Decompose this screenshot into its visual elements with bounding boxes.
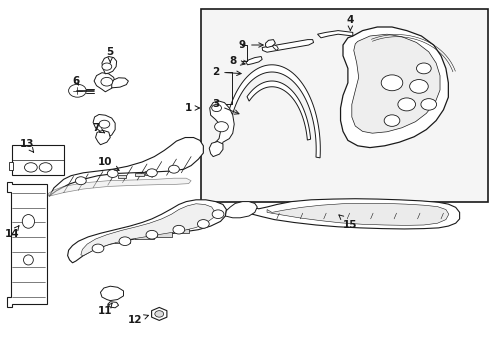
Polygon shape	[246, 57, 262, 65]
Circle shape	[102, 63, 112, 70]
Polygon shape	[96, 130, 110, 145]
Polygon shape	[352, 34, 440, 133]
Circle shape	[421, 99, 437, 110]
Circle shape	[69, 84, 86, 97]
Text: 2: 2	[212, 67, 241, 77]
Bar	[135, 173, 144, 176]
Circle shape	[146, 230, 158, 239]
Circle shape	[39, 163, 52, 172]
Polygon shape	[48, 178, 191, 196]
Text: 10: 10	[98, 157, 119, 170]
Circle shape	[384, 115, 400, 126]
Polygon shape	[262, 40, 314, 52]
Bar	[12, 145, 64, 175]
Text: 5: 5	[107, 47, 114, 63]
Circle shape	[381, 75, 403, 91]
Bar	[115, 238, 130, 243]
Ellipse shape	[24, 255, 33, 265]
Text: 13: 13	[20, 139, 34, 152]
Polygon shape	[225, 202, 257, 218]
Circle shape	[416, 63, 431, 74]
Polygon shape	[102, 57, 117, 74]
Text: 15: 15	[339, 215, 358, 230]
Text: 3: 3	[212, 99, 239, 114]
Circle shape	[398, 98, 416, 111]
Bar	[9, 162, 13, 170]
Text: 9: 9	[239, 40, 263, 50]
Text: 11: 11	[98, 303, 113, 316]
Circle shape	[99, 120, 110, 128]
Polygon shape	[247, 81, 311, 140]
Polygon shape	[7, 182, 47, 307]
Circle shape	[197, 220, 209, 228]
Polygon shape	[266, 40, 275, 48]
Circle shape	[212, 210, 224, 219]
Polygon shape	[112, 78, 128, 88]
Text: 14: 14	[5, 226, 20, 239]
Circle shape	[119, 237, 131, 246]
Polygon shape	[210, 101, 234, 149]
Polygon shape	[267, 203, 449, 225]
Circle shape	[155, 311, 164, 317]
Polygon shape	[209, 141, 223, 157]
Circle shape	[101, 77, 113, 86]
Ellipse shape	[23, 215, 34, 228]
Polygon shape	[81, 204, 215, 256]
Text: 4: 4	[346, 15, 354, 31]
Bar	[118, 175, 126, 178]
Circle shape	[107, 170, 118, 177]
Bar	[157, 231, 172, 237]
Polygon shape	[68, 200, 226, 263]
Text: 1: 1	[185, 103, 199, 113]
Circle shape	[410, 80, 428, 93]
Bar	[145, 171, 153, 175]
Polygon shape	[94, 73, 115, 92]
Polygon shape	[341, 27, 448, 148]
Bar	[135, 234, 154, 239]
Text: 12: 12	[127, 315, 148, 325]
Circle shape	[92, 244, 104, 253]
Circle shape	[173, 225, 185, 234]
Polygon shape	[243, 199, 460, 229]
Circle shape	[215, 122, 228, 132]
Circle shape	[75, 177, 86, 185]
Polygon shape	[108, 302, 119, 308]
Circle shape	[212, 104, 221, 112]
Circle shape	[24, 163, 37, 172]
Polygon shape	[151, 307, 167, 320]
Text: 7: 7	[92, 123, 105, 133]
Polygon shape	[100, 286, 123, 301]
Polygon shape	[93, 114, 115, 139]
Bar	[176, 229, 189, 233]
Polygon shape	[49, 138, 203, 196]
Bar	[201, 9, 488, 202]
Circle shape	[147, 169, 157, 177]
Polygon shape	[272, 45, 278, 50]
Text: 8: 8	[229, 56, 245, 66]
Polygon shape	[318, 31, 353, 38]
Polygon shape	[229, 65, 320, 158]
Circle shape	[169, 165, 179, 173]
Text: 6: 6	[73, 76, 79, 86]
